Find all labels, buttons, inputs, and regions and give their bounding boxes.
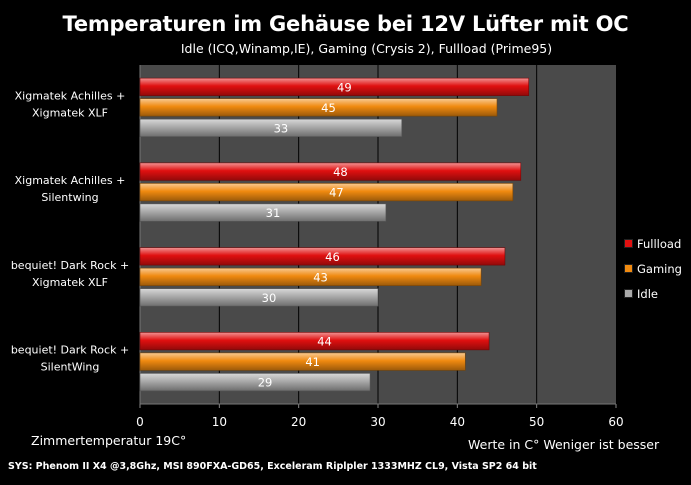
chart-subtitle: Idle (ICQ,Winamp,IE), Gaming (Crysis 2),… (180, 41, 553, 56)
legend-item-fullload: Fullload (624, 231, 690, 256)
data-label: 46 (325, 250, 340, 264)
bar-idle (139, 203, 387, 222)
legend: Fullload Gaming Idle (624, 231, 690, 306)
bar-gaming (139, 267, 482, 286)
data-label: 48 (333, 165, 348, 179)
data-label: 44 (317, 335, 332, 349)
data-label: 30 (262, 291, 277, 305)
legend-label: Idle (637, 286, 658, 301)
data-label: 45 (321, 101, 336, 115)
x-tick-label: 30 (370, 415, 385, 429)
bar-gaming (139, 183, 514, 202)
legend-label: Fullload (637, 236, 682, 251)
x-tick-label: 40 (450, 415, 465, 429)
x-tick-label: 20 (291, 415, 306, 429)
data-label: 33 (274, 121, 289, 135)
x-tick-label: 10 (212, 415, 227, 429)
bar-fullload (139, 332, 490, 351)
category-label: bequiet! Dark Rock + (11, 344, 129, 357)
bar-idle (139, 288, 379, 307)
x-tick-label: 0 (136, 415, 144, 429)
bar-idle (139, 118, 403, 137)
legend-swatch (624, 289, 633, 298)
legend-item-idle: Idle (624, 281, 690, 306)
legend-swatch (624, 239, 633, 248)
units-note: Werte in C° Weniger ist besser (468, 437, 660, 452)
category-label: Xigmatek XLF (32, 276, 108, 289)
system-info: SYS: Phenom II X4 @3,8Ghz, MSI 890FXA-GD… (8, 461, 537, 472)
category-label: Xigmatek XLF (32, 106, 108, 119)
bar-fullload (139, 77, 530, 96)
data-label: 41 (305, 355, 320, 369)
category-label: Xigmatek Achilles + (15, 89, 126, 102)
data-label: 49 (337, 80, 352, 94)
bar-fullload (139, 247, 506, 266)
category-label: Xigmatek Achilles + (15, 174, 126, 187)
bar-gaming (139, 352, 466, 371)
bar-gaming (139, 98, 498, 117)
legend-swatch (624, 264, 633, 273)
bar-fullload (139, 162, 522, 181)
bar-idle (139, 373, 371, 392)
chart-title: Temperaturen im Gehäuse bei 12V Lüfter m… (62, 12, 629, 36)
data-label: 29 (258, 376, 273, 390)
data-label: 31 (266, 206, 281, 220)
category-label: SilentWing (41, 361, 100, 374)
data-label: 43 (313, 270, 328, 284)
room-temperature-note: Zimmertemperatur 19C° (31, 433, 187, 448)
x-tick-label: 50 (529, 415, 544, 429)
legend-item-gaming: Gaming (624, 256, 690, 281)
category-label: bequiet! Dark Rock + (11, 259, 129, 272)
data-label: 47 (329, 186, 344, 200)
x-tick-label: 60 (608, 415, 623, 429)
legend-label: Gaming (637, 261, 682, 276)
category-label: Silentwing (41, 191, 98, 204)
